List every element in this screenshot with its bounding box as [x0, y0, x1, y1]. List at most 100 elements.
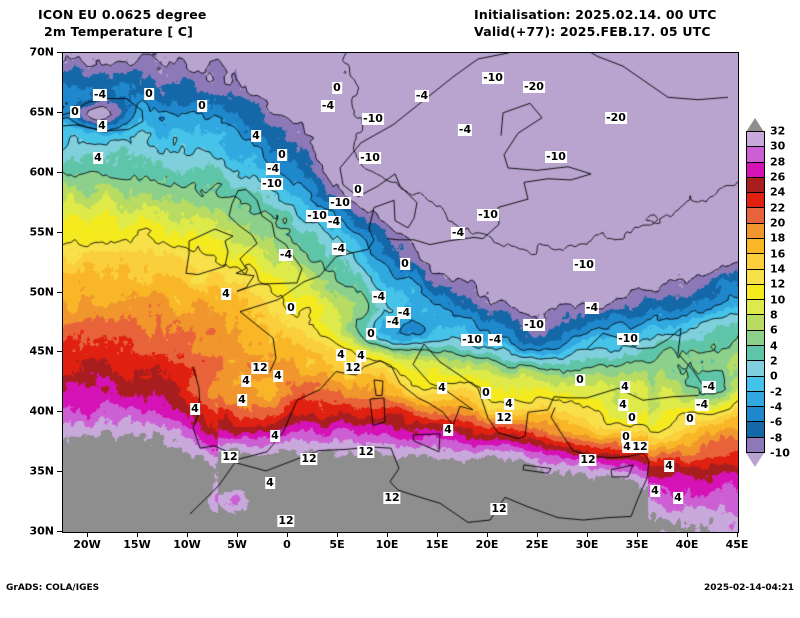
colorbar-swatch — [747, 315, 764, 331]
contour-label: -10 — [482, 71, 504, 85]
contour-label: 4 — [97, 119, 107, 133]
y-axis-tick-label: 70N — [29, 45, 54, 59]
colorbar — [746, 131, 765, 453]
contour-label: 12 — [277, 514, 295, 528]
colorbar-swatch — [747, 162, 764, 178]
colorbar-swatch — [747, 132, 764, 148]
contour-label: -4 — [92, 87, 108, 101]
contour-label: -4 — [457, 122, 473, 136]
x-axis-tick-label: 30E — [575, 538, 599, 551]
x-axis-tick — [637, 532, 638, 537]
colorbar-swatch — [747, 300, 764, 316]
colorbar-tick-label: 10 — [770, 293, 786, 307]
x-axis-tick — [487, 532, 488, 537]
contour-label: -10 — [359, 151, 381, 165]
contour-label: 4 — [356, 348, 366, 362]
colorbar-swatch — [747, 361, 764, 377]
y-axis-tick-label: 60N — [29, 165, 54, 179]
contour-label: 4 — [673, 491, 683, 505]
contour-label: -20 — [523, 79, 545, 93]
x-axis-tick-label: 20W — [73, 538, 101, 551]
render-timestamp: 2025-02-14-04:21 — [704, 583, 794, 593]
y-axis-tick — [57, 52, 62, 53]
contour-label: 4 — [437, 381, 447, 395]
contour-label: 0 — [481, 386, 491, 400]
contour-label: 0 — [353, 182, 363, 196]
contour-label: 4 — [618, 398, 628, 412]
colorbar-swatch — [747, 193, 764, 209]
contour-label: 0 — [685, 412, 695, 426]
grads-credit: GrADS: COLA/IGES — [6, 583, 100, 593]
y-axis-tick-label: 30N — [29, 524, 54, 538]
colorbar-tick-label: -6 — [770, 415, 783, 429]
y-axis-tick-label: 65N — [29, 105, 54, 119]
colorbar-tick-label: 24 — [770, 185, 786, 199]
x-axis-tick-label: 10E — [375, 538, 399, 551]
contour-label: 4 — [190, 401, 200, 415]
x-axis-tick-label: 25E — [525, 538, 549, 551]
colorbar-tick-label: -4 — [770, 400, 783, 414]
contour-label: 0 — [366, 327, 376, 341]
contour-label: -10 — [545, 150, 567, 164]
contour-label: 12 — [495, 411, 513, 425]
contour-label: -4 — [326, 214, 342, 228]
x-axis-tick — [337, 532, 338, 537]
contour-label: 0 — [332, 80, 342, 94]
contour-label: 4 — [622, 439, 632, 453]
y-axis-tick — [57, 411, 62, 413]
contour-label: 0 — [621, 430, 631, 444]
colorbar-tick-label: 26 — [770, 170, 786, 184]
colorbar-under-arrow — [746, 453, 764, 467]
y-axis-tick — [57, 171, 62, 173]
x-axis-tick — [237, 532, 238, 537]
x-axis-tick-label: 0 — [283, 538, 291, 551]
x-axis-tick-label: 15E — [425, 538, 449, 551]
x-axis-tick-label: 20E — [475, 538, 499, 551]
contour-label: -4 — [396, 305, 412, 319]
x-axis-tick-label: 45E — [725, 538, 749, 551]
colorbar-swatch — [747, 254, 764, 270]
x-axis-tick-label: 40E — [675, 538, 699, 551]
contour-label: 4 — [273, 369, 283, 383]
colorbar-tick-label: 8 — [770, 308, 778, 322]
x-axis-tick-label: 5W — [227, 538, 247, 551]
contour-label: -4 — [278, 248, 294, 262]
contour-label: 0 — [400, 256, 410, 270]
x-axis-tick — [187, 532, 188, 537]
contour-label: -10 — [329, 195, 351, 209]
x-axis-tick — [537, 532, 538, 537]
contour-label: -20 — [605, 110, 627, 124]
contour-label: 4 — [650, 484, 660, 498]
colorbar-tick-label: 12 — [770, 277, 786, 291]
contour-label: -10 — [261, 176, 283, 190]
colorbar-tick-label: 20 — [770, 216, 786, 230]
contour-label: 4 — [265, 475, 275, 489]
map-plot-area: -4 0 0 4 0 4 4 0 -4 -10 -4 -10 -20 -20 -10 -4 0 -4 -10 -10-… — [62, 52, 739, 533]
contour-label: 12 — [251, 360, 269, 374]
valid-time: Valid(+77): 2025.FEB.17. 05 UTC — [474, 24, 711, 39]
x-axis-tick — [737, 532, 738, 537]
contour-label: 12 — [300, 451, 318, 465]
y-axis-tick — [57, 111, 62, 113]
contour-label: 0 — [144, 86, 154, 100]
y-axis-tick-label: 40N — [29, 404, 54, 418]
colorbar-swatch — [747, 208, 764, 224]
colorbar-swatch — [747, 223, 764, 239]
contour-label: 12 — [221, 449, 239, 463]
initialisation-time: Initialisation: 2025.02.14. 00 UTC — [474, 7, 717, 22]
x-axis-tick-label: 10W — [173, 538, 201, 551]
contour-label: -4 — [487, 333, 503, 347]
x-axis-tick — [87, 532, 88, 537]
contour-label: 0 — [286, 301, 296, 315]
contour-label: 4 — [664, 459, 674, 473]
colorbar-tick-label: 16 — [770, 247, 786, 261]
y-axis-tick-label: 45N — [29, 344, 54, 358]
y-axis-tick — [57, 351, 62, 353]
y-axis-tick-label: 35N — [29, 464, 54, 478]
x-axis-tick — [387, 532, 388, 537]
contour-label: 4 — [270, 429, 280, 443]
colorbar-swatch — [747, 177, 764, 194]
contour-label: -4 — [694, 398, 710, 412]
contour-label: -4 — [414, 89, 430, 103]
contour-label: -4 — [385, 315, 401, 329]
